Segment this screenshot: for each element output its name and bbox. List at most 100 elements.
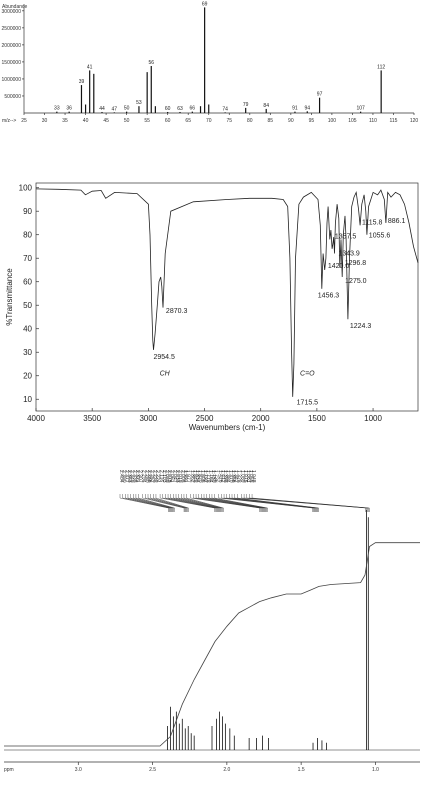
ms-peak-label: 91: [292, 106, 298, 112]
nmr-multiplet-label: 1.792: [202, 470, 208, 483]
nmr-multiplet-label: 1.398: [222, 470, 228, 483]
ms-x-tick-label: 25: [21, 118, 27, 124]
ms-x-tick-label: 105: [348, 118, 357, 124]
ir-peak-label: 1224.3: [350, 323, 372, 330]
nmr-multiplet-label: 1.356: [230, 470, 236, 483]
ms-peak-label: 69: [202, 1, 208, 7]
nmr-multiplet-label: 2.005: [179, 470, 185, 483]
nmr-multiplet-label: 2.390: [121, 470, 127, 483]
nmr-multiplet-leader: [198, 494, 263, 512]
ms-x-tick-label: 100: [328, 118, 337, 124]
ms-y-axis-title: Abundance: [2, 4, 28, 10]
ir-y-tick-label: 60: [23, 278, 32, 287]
ir-y-tick-label: 70: [23, 254, 32, 263]
nmr-multiplet-label: 2.061: [169, 470, 175, 483]
nmr-multiplet-leader: [170, 494, 219, 512]
nmr-multiplet-leader: [211, 494, 267, 512]
nmr-multiplet-label: 2.252: [149, 470, 155, 483]
ms-peak-label: 47: [112, 106, 118, 112]
ir-y-tick-label: 40: [23, 325, 32, 334]
nmr-multiplet-leader: [130, 494, 173, 512]
ir-peak-label: 886.1: [388, 218, 406, 225]
nmr-multiplet-label: 1.764: [207, 470, 213, 483]
ms-peak-label: 44: [99, 106, 105, 112]
nmr-multiplet-leader: [186, 494, 224, 512]
ir-peak-label: 1296.8: [345, 260, 367, 267]
nmr-multiplet-label: 1.089: [239, 470, 245, 483]
nmr-multiplet-leader: [162, 494, 216, 512]
nmr-multiplet-label: 1.736: [213, 470, 219, 483]
nmr-multiplet-leader: [201, 494, 264, 512]
ms-x-tick-label: 55: [144, 118, 150, 124]
nmr-multiplet-label: 2.103: [161, 470, 167, 483]
ir-y-axis-title: %Transmittance: [5, 268, 14, 326]
nmr-multiplet-label: 2.294: [141, 470, 147, 483]
nmr-multiplet-label: 1.412: [219, 470, 225, 483]
ir-y-tick-label: 30: [23, 348, 32, 357]
ms-x-axis-title: m/z-->: [2, 118, 16, 124]
ir-plot-frame: [35, 182, 419, 412]
nmr-x-tick-label: 1.5: [298, 767, 305, 773]
nmr-multiplet-leader: [209, 494, 266, 512]
nmr-multiplet-leader: [175, 494, 221, 512]
nmr-multiplet-label: 2.377: [123, 470, 129, 483]
ir-y-tick-label: 90: [23, 207, 32, 216]
ms-x-tick-label: 115: [389, 118, 397, 124]
ms-peak-label: 74: [222, 106, 228, 112]
nmr-multiplet-label: 2.238: [151, 470, 157, 483]
ms-y-tick-label: 2500000: [2, 26, 22, 32]
nmr-multiplet-leader: [251, 494, 370, 512]
nmr-multiplet-label: 1.426: [217, 470, 223, 483]
nmr-integral-curve: [4, 542, 420, 747]
ir-x-tick-label: 3500: [83, 414, 101, 423]
nmr-multiplet-leader: [119, 494, 169, 512]
nmr-multiplet-label: 1.055: [247, 470, 253, 483]
ms-peak-label: 41: [87, 64, 93, 70]
nmr-multiplet-label: 2.019: [177, 470, 183, 483]
ms-y-tick-label: 1500000: [2, 60, 22, 66]
nmr-multiplet-leader: [133, 494, 173, 512]
nmr-x-tick-label: 2.0: [223, 767, 230, 773]
ms-y-tick-label: 500000: [4, 94, 21, 100]
nmr-multiplet-leader: [150, 494, 187, 512]
ir-peak-label: 2870.3: [166, 308, 188, 315]
ir-peak-label: 1115.8: [362, 219, 382, 226]
ir-y-tick-label: 50: [23, 301, 32, 310]
nmr-multiplet-leader: [178, 494, 221, 512]
ms-x-tick-label: 35: [62, 118, 68, 124]
ir-y-tick-label: 10: [23, 395, 32, 404]
nmr-multiplet-label: 1.848: [191, 470, 197, 483]
nmr-multiplet-label: 1.370: [227, 470, 233, 483]
nmr-multiplet-label: 1.862: [189, 470, 195, 483]
nmr-multiplet-leader: [234, 494, 318, 512]
mass-spectrum-chart: Abundance m/z--> 500000 1000000 1500000 20000…: [2, 1, 419, 124]
ms-peak-label: 56: [148, 60, 154, 66]
ms-peak-label: 66: [190, 106, 196, 112]
nmr-multiplet-label: 1.820: [197, 470, 203, 483]
ms-y-tick-label: 1000000: [2, 77, 22, 83]
ms-x-tick-label: 90: [288, 118, 294, 124]
ir-peak-label: 1343.9: [338, 250, 360, 257]
ms-x-tick-label: 70: [206, 118, 212, 124]
ms-x-tick-label: 30: [42, 118, 48, 124]
nmr-multiplet-leader: [135, 494, 174, 512]
nmr-multiplet-label: 2.224: [154, 470, 160, 483]
ir-x-tick-label: 1000: [364, 414, 382, 423]
nmr-multiplet-leader: [127, 494, 172, 512]
nmr-multiplet-leader: [167, 494, 218, 512]
nmr-multiplet-leader: [173, 494, 220, 512]
nmr-multiplet-label: 2.349: [129, 470, 135, 483]
ir-peak-label: 1357.5: [335, 233, 357, 240]
nmr-multiplet-label: 1.075: [242, 470, 248, 483]
ir-peak-label: 1715.5: [297, 400, 319, 407]
ms-x-tick-label: 95: [309, 118, 315, 124]
nmr-multiplet-label: 2.116: [158, 470, 164, 482]
nmr-multiplet-label: 1.834: [194, 470, 200, 483]
nmr-multiplet-leader: [231, 494, 318, 512]
nmr-multiplet-leader: [183, 494, 223, 512]
nmr-multiplet-label: 1.048: [250, 470, 256, 483]
nmr-multiplet-leader: [237, 494, 319, 512]
ms-x-tick-label: 60: [165, 118, 171, 124]
nmr-multiplet-leader: [145, 494, 186, 512]
nmr-multiplet-label: 1.061: [245, 470, 251, 483]
